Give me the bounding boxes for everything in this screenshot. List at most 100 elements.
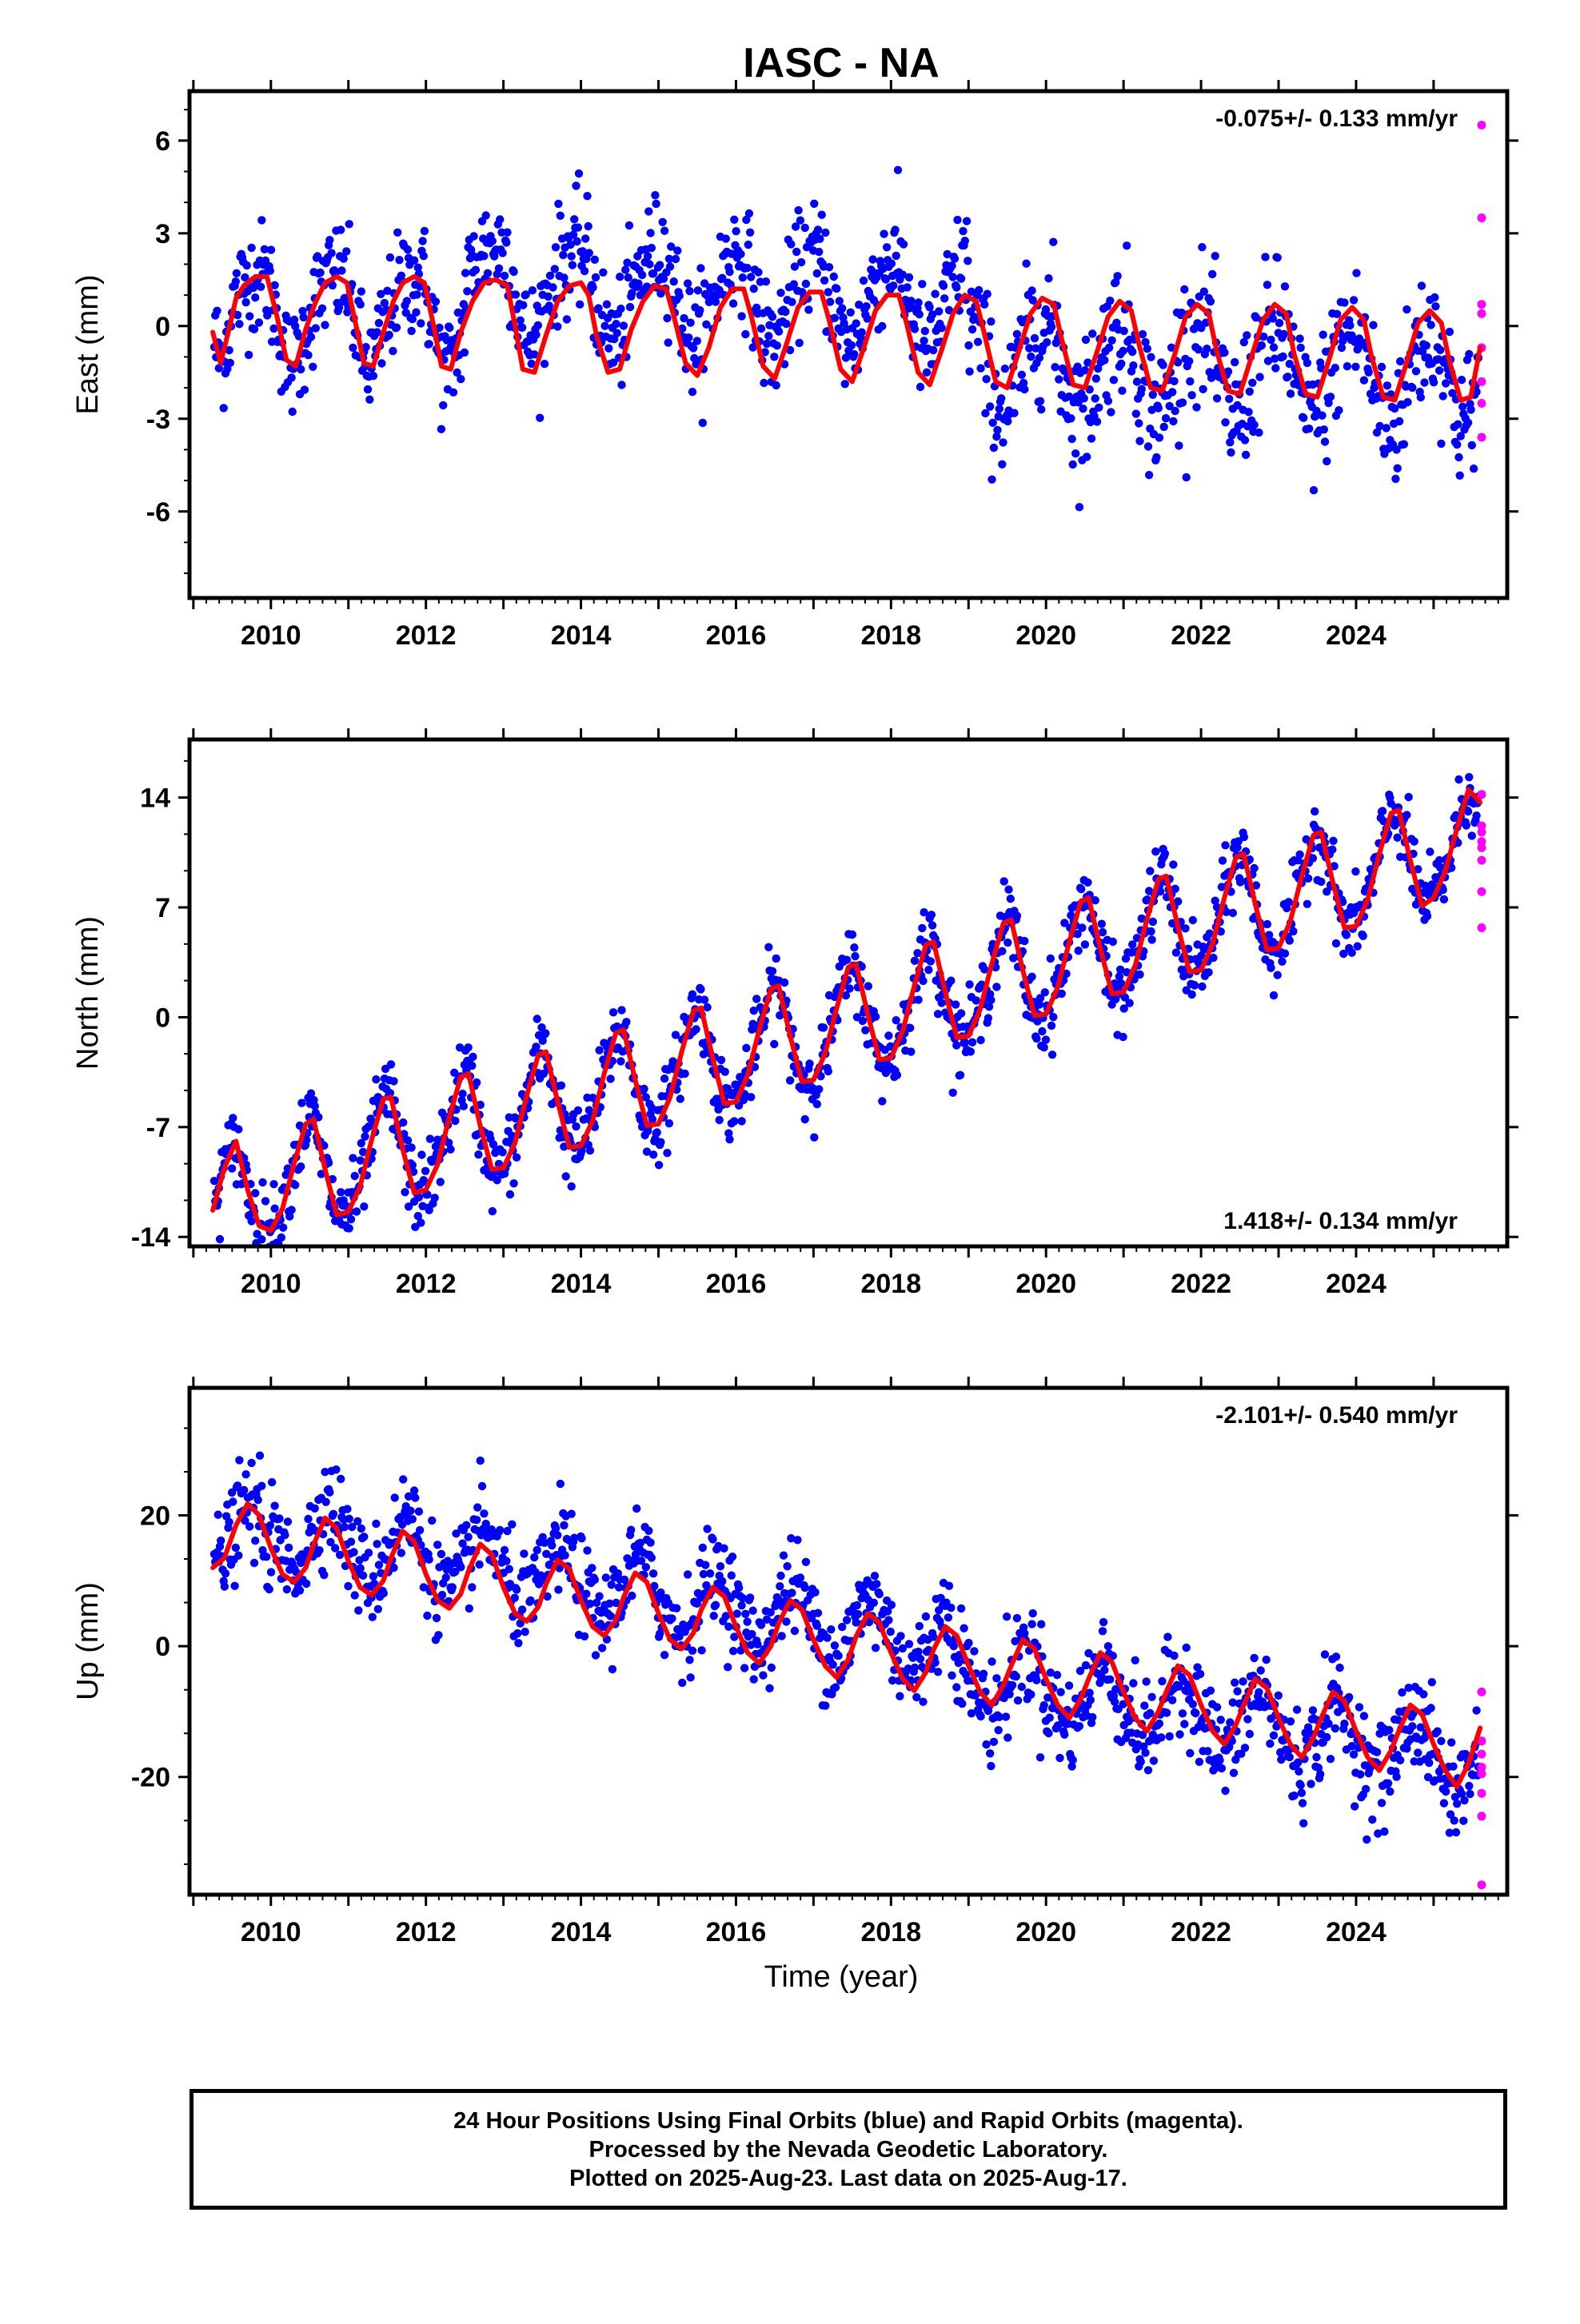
y-tick-label: -20 (131, 1763, 170, 1793)
final-orbit-point (364, 1549, 373, 1557)
final-orbit-point (616, 1057, 625, 1066)
final-orbit-point (1198, 243, 1207, 252)
final-orbit-point (878, 321, 887, 331)
final-orbit-point (861, 1026, 870, 1034)
final-orbit-point (445, 1138, 453, 1147)
final-orbit-point (962, 217, 972, 225)
rapid-orbit-point (1477, 827, 1486, 837)
final-orbit-point (816, 1072, 825, 1081)
final-orbit-point (956, 1604, 966, 1613)
final-orbit-point (813, 1608, 823, 1617)
x-tick-label: 2012 (396, 620, 457, 651)
final-orbit-point (1292, 1705, 1302, 1714)
final-orbit-point (1123, 241, 1131, 250)
final-orbit-point (413, 290, 421, 299)
final-orbit-point (1295, 850, 1304, 859)
final-orbit-point (1064, 1681, 1074, 1690)
final-orbit-point (892, 251, 900, 261)
footer-line-dates: Plotted on 2025-Aug-23. Last data on 202… (569, 2165, 1127, 2191)
final-orbit-point (768, 313, 777, 321)
final-orbit-point (964, 1638, 973, 1648)
final-orbit-point (1119, 1032, 1127, 1042)
final-orbit-point (580, 1632, 589, 1640)
final-orbit-point (297, 1098, 306, 1107)
final-orbit-point (1243, 331, 1251, 340)
final-orbit-point (1280, 282, 1290, 291)
final-orbit-point (1239, 1677, 1247, 1686)
final-orbit-point (1320, 1650, 1330, 1659)
rapid-orbit-point (1477, 843, 1486, 852)
final-orbit-point (1140, 1701, 1149, 1710)
final-orbit-point (520, 1549, 529, 1558)
final-orbit-point (1469, 464, 1478, 473)
final-orbit-point (589, 283, 597, 292)
final-orbit-point (711, 1600, 720, 1609)
x-tick-label: 2022 (1171, 620, 1231, 651)
final-orbit-point (425, 1555, 433, 1564)
final-orbit-point (871, 1012, 880, 1022)
final-orbit-point (1147, 353, 1155, 361)
final-orbit-point (213, 1510, 222, 1519)
final-orbit-point (998, 460, 1007, 468)
final-orbit-point (1426, 1704, 1435, 1712)
final-orbit-point (409, 1486, 419, 1495)
final-orbit-point (480, 252, 489, 261)
final-orbit-point (960, 237, 970, 245)
rapid-orbit-point (1477, 121, 1486, 130)
final-orbit-point (745, 228, 755, 237)
final-orbit-point (325, 236, 334, 245)
final-orbit-point (683, 1570, 692, 1579)
final-orbit-point (939, 281, 948, 290)
final-orbit-point (668, 1614, 676, 1623)
final-orbit-point (1129, 1679, 1138, 1688)
final-orbit-point (852, 1618, 860, 1627)
final-orbit-point (947, 976, 956, 985)
final-orbit-point (772, 954, 780, 963)
final-orbit-point (441, 1573, 450, 1582)
final-orbit-point (964, 341, 973, 350)
final-orbit-point (652, 1128, 661, 1137)
final-orbit-point (648, 1569, 658, 1578)
final-orbit-point (1185, 357, 1194, 365)
final-orbit-point (648, 1114, 657, 1124)
final-orbit-point (539, 1069, 548, 1078)
final-orbit-point (1279, 352, 1287, 361)
final-orbit-point (727, 1571, 736, 1580)
final-orbit-point (1394, 417, 1404, 426)
final-orbit-point (1449, 1762, 1458, 1771)
final-orbit-point (1331, 364, 1340, 373)
final-orbit-point (1255, 373, 1264, 381)
final-orbit-point (1119, 1700, 1127, 1708)
final-orbit-point (647, 243, 656, 253)
final-orbit-point (1171, 948, 1181, 957)
final-orbit-point (948, 1088, 957, 1098)
final-orbit-point (316, 268, 325, 277)
final-orbit-point (517, 1605, 527, 1614)
final-orbit-point (588, 1564, 596, 1573)
final-orbit-point (342, 247, 351, 256)
final-orbit-point (1425, 1758, 1434, 1768)
final-orbit-point (1263, 919, 1272, 929)
final-orbit-point (349, 1154, 357, 1162)
final-orbit-point (360, 1533, 369, 1541)
final-orbit-point (346, 1215, 356, 1224)
final-orbit-point (1094, 364, 1103, 373)
final-orbit-point (992, 983, 1001, 991)
final-orbit-point (760, 348, 769, 357)
final-orbit-point (1186, 1748, 1195, 1758)
final-orbit-point (768, 967, 777, 976)
final-orbit-point (1046, 1668, 1055, 1677)
final-orbit-point (889, 281, 898, 290)
x-tick-label: 2020 (1015, 620, 1076, 651)
final-orbit-point (1256, 1666, 1265, 1675)
final-orbit-point (332, 1465, 341, 1474)
final-orbit-point (508, 1520, 517, 1529)
final-orbit-point (1120, 993, 1130, 1002)
final-orbit-point (1457, 376, 1466, 385)
rapid-orbit-point (1477, 1788, 1486, 1798)
final-orbit-point (1182, 472, 1191, 482)
final-orbit-point (898, 1644, 908, 1653)
final-orbit-point (765, 1684, 774, 1692)
final-orbit-point (1037, 405, 1046, 414)
